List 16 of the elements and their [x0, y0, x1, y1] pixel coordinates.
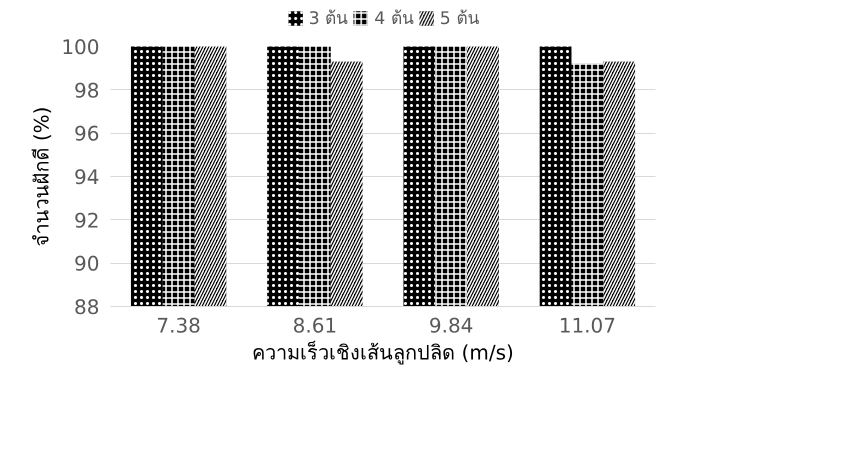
y-tick-label: 92 [74, 208, 100, 232]
x-tick-label: 11.07 [558, 314, 616, 338]
legend-label: 3 ต้น [308, 8, 348, 31]
legend-label: 4 ต้น [374, 8, 414, 31]
y-tick-label: 90 [74, 252, 100, 276]
y-tick-label: 98 [74, 78, 100, 102]
x-tick-label: 9.84 [428, 314, 474, 338]
x-axis-title: ความเร็วเชิงเส้นลูกปลิด (m/s) [252, 340, 514, 366]
y-tick-label: 94 [74, 165, 100, 189]
x-tick-label: 7.38 [156, 314, 201, 338]
y-axis-title: จำนวนฝักดี (%) [29, 106, 54, 246]
y-tick-label: 88 [74, 295, 100, 319]
x-tick-label: 8.61 [292, 314, 338, 338]
y-tick-label: 100 [61, 35, 100, 59]
y-tick-label: 96 [74, 122, 100, 146]
legend-label: 5 ต้น [440, 8, 480, 31]
